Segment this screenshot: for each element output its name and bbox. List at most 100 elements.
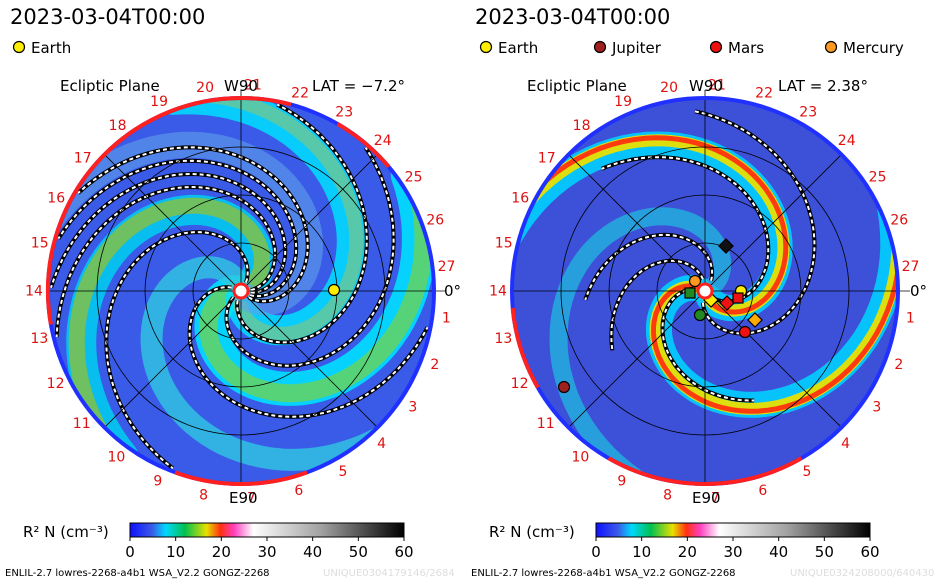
boundary-line <box>49 171 288 295</box>
colorbar-gradient <box>595 522 871 538</box>
carrington-number: 22 <box>291 86 309 102</box>
carrington-number: 6 <box>758 483 767 499</box>
plane-label: Ecliptic Plane <box>527 77 627 95</box>
carrington-number: 5 <box>802 464 811 480</box>
planet-markers <box>232 282 341 300</box>
colorbar-tick-label: 10 <box>632 543 651 561</box>
colorbar: R² N (cm⁻³) 0 10 20 30 40 50 60 <box>489 522 880 561</box>
right-label: 0° <box>910 282 927 300</box>
carrington-number: 8 <box>663 488 672 504</box>
panel-title: 2023-03-04T00:00 <box>475 5 670 29</box>
carrington-number: 17 <box>538 151 556 167</box>
boundary-arc <box>174 470 308 487</box>
right-label: 0° <box>444 282 461 300</box>
lat-label: LAT = 2.38° <box>778 77 868 95</box>
colorbar-tick-label: 20 <box>678 543 697 561</box>
carrington-number: 18 <box>109 118 127 134</box>
sun-marker <box>696 282 714 300</box>
carrington-number: 7 <box>247 491 256 507</box>
colorbar-tick-label: 50 <box>815 543 834 561</box>
bottom-label: E90 <box>229 489 258 507</box>
sun-marker <box>232 282 250 300</box>
carrington-number: 19 <box>614 94 632 110</box>
colorbar-tick-label: 40 <box>769 543 788 561</box>
colorbar-tick-label: 10 <box>166 543 185 561</box>
carrington-number: 26 <box>890 213 908 229</box>
planet-marker <box>557 380 571 394</box>
bottom-label: E90 <box>692 489 721 507</box>
legend-marker <box>12 40 26 54</box>
legend-label: Mercury <box>843 39 904 57</box>
carrington-number: 1 <box>442 310 451 326</box>
carrington-number: 13 <box>30 331 48 347</box>
boundary-arc <box>45 224 62 325</box>
boundary-line <box>76 145 310 304</box>
colorbar-label: R² N (cm⁻³) <box>23 523 109 541</box>
carrington-number: 2 <box>430 357 439 373</box>
carrington-number: 14 <box>489 283 507 299</box>
model-info: ENLIL-2.7 lowres-2268-a4b1 WSA_V2.2 GONG… <box>471 568 736 579</box>
carrington-number: 12 <box>511 376 529 392</box>
model-info: ENLIL-2.7 lowres-2268-a4b1 WSA_V2.2 GONG… <box>5 568 270 579</box>
carrington-number: 16 <box>47 191 65 207</box>
colorbar-tick-label: 0 <box>125 543 135 561</box>
boundary-arc <box>510 307 540 389</box>
carrington-number: 9 <box>153 474 162 490</box>
grid-overlay <box>510 90 910 486</box>
density-band <box>651 231 898 414</box>
carrington-number: 12 <box>47 376 65 392</box>
colorbar-tick-label: 60 <box>860 543 879 561</box>
carrington-number: 11 <box>73 416 91 432</box>
colorbar-tick-label: 50 <box>349 543 368 561</box>
colorbar-ticks: 0 10 20 30 40 50 60 <box>591 537 880 561</box>
boundary-arc <box>57 96 292 226</box>
planet-markers <box>557 238 763 394</box>
density-band <box>68 197 271 454</box>
density-bands <box>48 98 434 472</box>
carrington-number: 25 <box>405 170 423 186</box>
density-band <box>182 98 364 341</box>
right-panel: 2023-03-04T00:00 Earth Jupiter Mars Mercury… <box>471 5 934 579</box>
boundary-dash <box>661 287 755 402</box>
spacecraft-marker <box>732 292 744 304</box>
legend-marker <box>824 40 838 54</box>
planet-marker <box>693 308 707 322</box>
colorbar-tick-label: 0 <box>591 543 601 561</box>
carrington-number: 14 <box>25 283 43 299</box>
legend-marker <box>593 40 607 54</box>
carrington-number: 8 <box>199 488 208 504</box>
left-panel: 2023-03-04T00:00 Earth Ecliptic Plane LA… <box>5 5 461 579</box>
colorbar-tick-label: 40 <box>303 543 322 561</box>
carrington-number: 18 <box>573 118 591 134</box>
carrington-number: 5 <box>338 464 347 480</box>
density-bands <box>512 131 898 484</box>
run-id: UNIQUE0304179146/2684 <box>323 568 455 579</box>
carrington-number: 23 <box>799 105 817 121</box>
legend-label: Jupiter <box>611 39 662 57</box>
carrington-number: 24 <box>374 133 392 149</box>
carrington-number: 26 <box>426 213 444 229</box>
colorbar-tick-label: 60 <box>394 543 413 561</box>
plane-label: Ecliptic Plane <box>60 77 160 95</box>
legend-label: Earth <box>31 39 71 57</box>
carrington-number: 15 <box>31 236 49 252</box>
top-label: W90 <box>689 77 723 95</box>
boundary-line <box>224 146 396 368</box>
carrington-number: 7 <box>711 491 720 507</box>
panel-title: 2023-03-04T00:00 <box>10 5 205 29</box>
spacecraft-marker <box>747 312 763 328</box>
colorbar-tick-label: 30 <box>723 543 742 561</box>
boundary-line <box>54 184 278 338</box>
density-band <box>516 135 789 315</box>
carrington-number: 22 <box>755 86 773 102</box>
carrington-number: 17 <box>74 151 92 167</box>
carrington-number: 4 <box>841 436 850 452</box>
carrington-number: 4 <box>377 436 386 452</box>
boundary-arc <box>336 122 391 169</box>
density-band <box>549 207 732 484</box>
carrington-number: 24 <box>838 133 856 149</box>
carrington-number: 23 <box>335 105 353 121</box>
carrington-number: 20 <box>660 80 678 96</box>
carrington-number: 1 <box>906 310 915 326</box>
carrington-number: 3 <box>408 400 417 416</box>
